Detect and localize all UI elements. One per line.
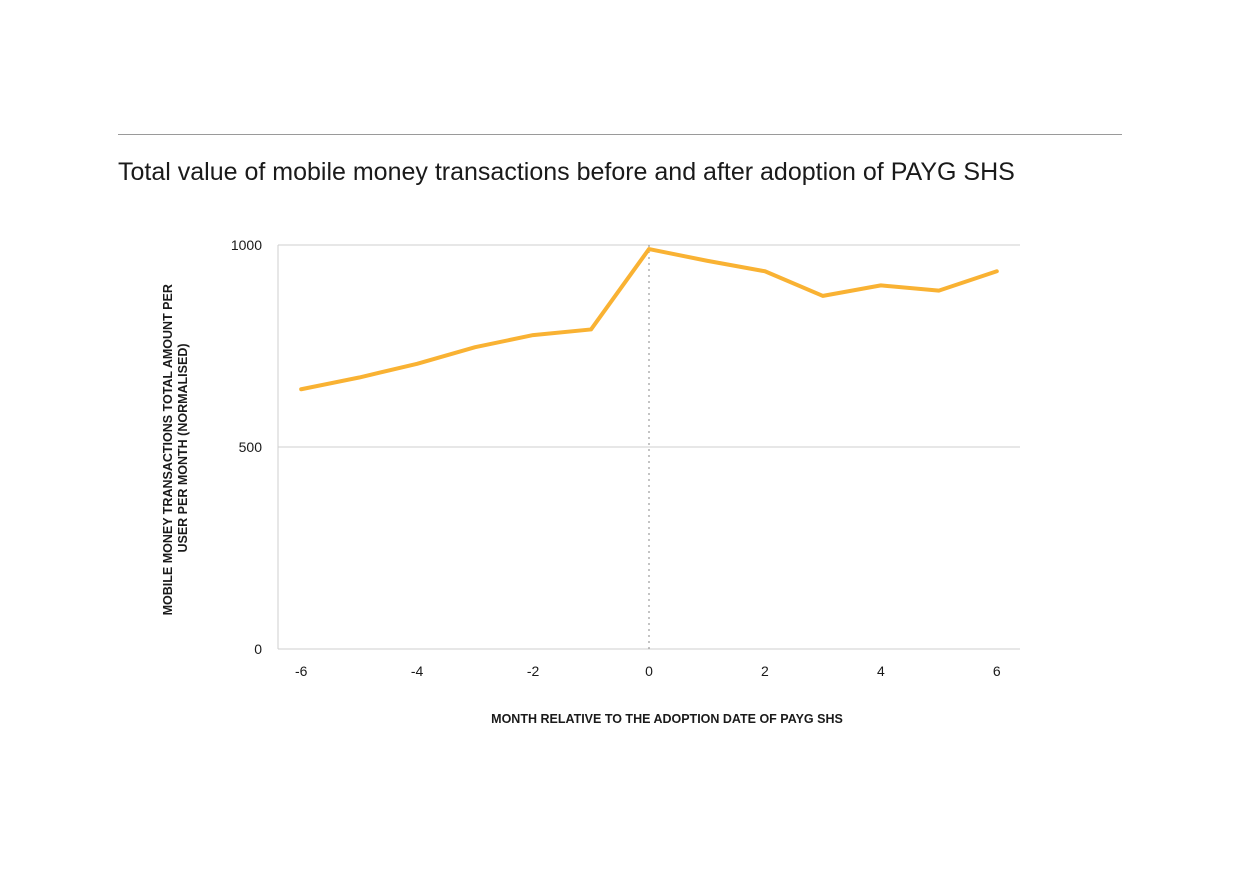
- x-tick-2: 2: [761, 663, 769, 679]
- x-tick--6: -6: [295, 663, 308, 679]
- y-tick-labels: 0 500 1000: [231, 237, 262, 657]
- x-tick-6: 6: [993, 663, 1001, 679]
- series-line-0: [299, 247, 999, 392]
- top-divider: [118, 134, 1122, 135]
- x-tick--2: -2: [527, 663, 540, 679]
- x-axis-label: MONTH RELATIVE TO THE ADOPTION DATE OF P…: [491, 712, 843, 726]
- chart-title: Total value of mobile money transactions…: [118, 158, 1015, 186]
- y-axis-label: MOBILE MONEY TRANSACTIONS TOTAL AMOUNT P…: [161, 281, 190, 616]
- x-tick--4: -4: [411, 663, 424, 679]
- y-axis-label-line-2: USER PER MONTH (NORMALISED): [176, 343, 190, 552]
- y-tick-0: 0: [254, 641, 262, 657]
- series-group: [299, 247, 999, 392]
- x-tick-0: 0: [645, 663, 653, 679]
- y-tick-1000: 1000: [231, 237, 262, 253]
- x-tick-4: 4: [877, 663, 885, 679]
- y-tick-500: 500: [239, 439, 263, 455]
- x-tick-labels: -6 -4 -2 0 2 4 6: [295, 663, 1001, 679]
- y-axis-label-line-1: MOBILE MONEY TRANSACTIONS TOTAL AMOUNT P…: [161, 284, 175, 615]
